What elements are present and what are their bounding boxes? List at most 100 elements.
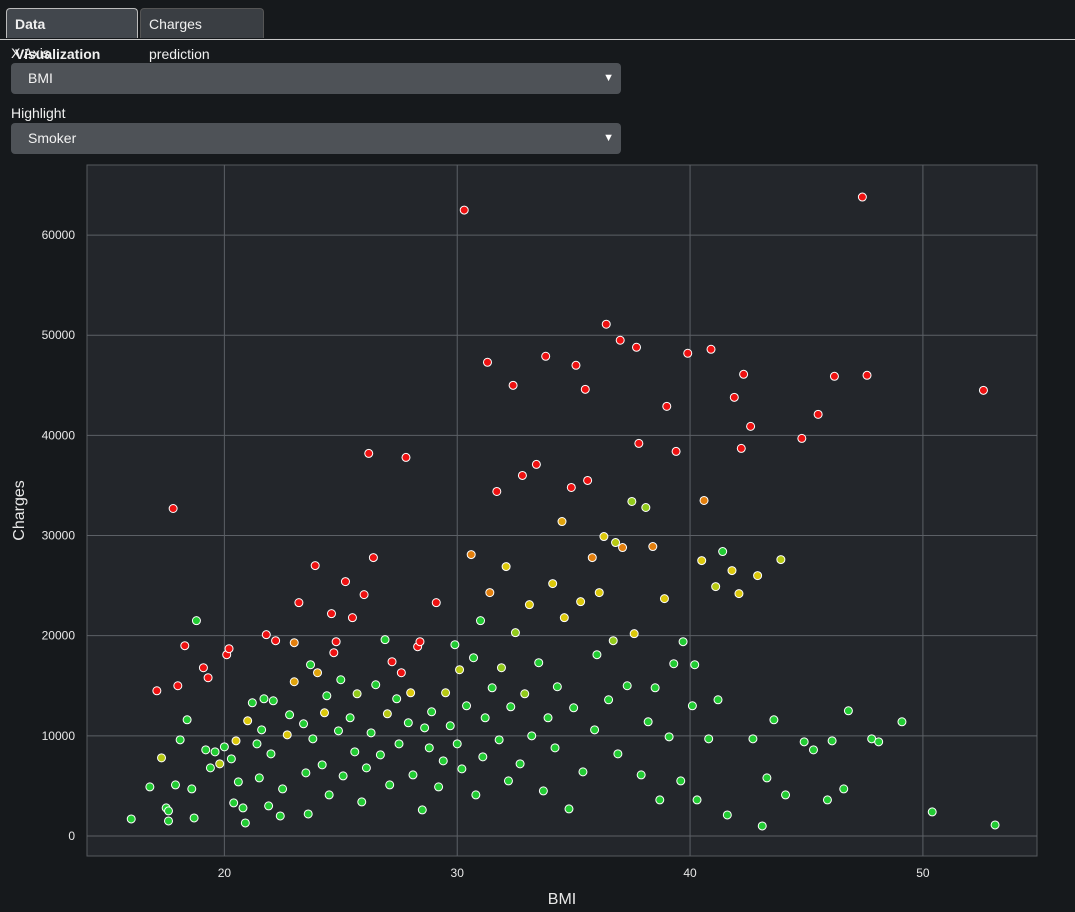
- data-point: [799, 737, 809, 747]
- data-point: [541, 351, 551, 361]
- data-point: [392, 694, 402, 704]
- data-point: [636, 770, 646, 780]
- data-point: [366, 728, 376, 738]
- data-point: [827, 736, 837, 746]
- y-tick-label: 20000: [42, 629, 76, 643]
- data-point: [990, 820, 1000, 830]
- data-point: [424, 743, 434, 753]
- tab-charges-prediction[interactable]: Charges prediction: [140, 8, 264, 62]
- data-point: [762, 773, 772, 783]
- x-tick-label: 40: [683, 866, 697, 880]
- data-point: [322, 691, 332, 701]
- data-point: [559, 613, 569, 623]
- data-point: [210, 747, 220, 757]
- data-point: [571, 360, 581, 370]
- data-point: [829, 371, 839, 381]
- data-point: [145, 782, 155, 792]
- data-point: [510, 628, 520, 638]
- data-point: [271, 636, 281, 646]
- data-point: [459, 205, 469, 215]
- data-point: [662, 401, 672, 411]
- data-point: [427, 707, 437, 717]
- data-point: [310, 561, 320, 571]
- data-point: [324, 790, 334, 800]
- data-point: [313, 668, 323, 678]
- data-point: [462, 701, 472, 711]
- y-tick-label: 50000: [42, 328, 76, 342]
- data-point: [219, 742, 229, 752]
- y-tick-label: 40000: [42, 428, 76, 442]
- chevron-down-icon: ▼: [603, 72, 614, 84]
- data-point: [711, 582, 721, 592]
- data-point: [303, 809, 313, 819]
- data-point: [240, 818, 250, 828]
- data-point: [285, 710, 295, 720]
- y-axis-title: Charges: [11, 480, 28, 540]
- data-point: [247, 698, 257, 708]
- data-point: [420, 723, 430, 733]
- data-point: [294, 598, 304, 608]
- data-point: [306, 660, 316, 670]
- data-point: [659, 594, 669, 604]
- data-point: [727, 566, 737, 576]
- data-point: [275, 811, 285, 821]
- data-point: [590, 725, 600, 735]
- data-point: [587, 553, 597, 563]
- data-point: [592, 650, 602, 660]
- data-point: [538, 786, 548, 796]
- data-point: [690, 660, 700, 670]
- data-point: [168, 503, 178, 513]
- data-point: [632, 342, 642, 352]
- data-point: [736, 443, 746, 453]
- data-point: [676, 776, 686, 786]
- data-point: [229, 798, 239, 808]
- data-point: [613, 749, 623, 759]
- x-tick-label: 30: [451, 866, 465, 880]
- data-point: [215, 759, 225, 769]
- data-point: [289, 677, 299, 687]
- data-point: [492, 486, 502, 496]
- data-point: [282, 730, 292, 740]
- data-point: [748, 734, 758, 744]
- data-point: [254, 773, 264, 783]
- data-point: [874, 737, 884, 747]
- data-point: [299, 719, 309, 729]
- data-point: [387, 657, 397, 667]
- data-point: [697, 556, 707, 566]
- data-point: [687, 701, 697, 711]
- data-point: [648, 542, 658, 552]
- tab-bar: Data Visualization Charges prediction: [0, 0, 1075, 62]
- data-point: [857, 192, 867, 202]
- data-point: [205, 763, 215, 773]
- data-point: [278, 784, 288, 794]
- data-point: [441, 688, 451, 698]
- data-point: [641, 502, 651, 512]
- data-point: [243, 716, 253, 726]
- data-point: [317, 760, 327, 770]
- data-point: [608, 636, 618, 646]
- y-tick-label: 60000: [42, 228, 76, 242]
- data-point: [445, 721, 455, 731]
- highlight-select[interactable]: Smoker ▼: [11, 123, 621, 154]
- x-tick-label: 20: [218, 866, 232, 880]
- data-point: [375, 750, 385, 760]
- data-point: [257, 725, 267, 735]
- scatter-chart[interactable]: 20 30 40 50 0 10000 20000 30000 40000 50000 60000 B…: [0, 155, 1075, 912]
- data-point: [469, 653, 479, 663]
- y-tick-label: 10000: [42, 729, 76, 743]
- data-point: [231, 736, 241, 746]
- data-point: [650, 683, 660, 693]
- data-point: [897, 717, 907, 727]
- data-point: [394, 739, 404, 749]
- tab-data-visualization[interactable]: Data Visualization: [6, 8, 138, 62]
- data-point: [808, 745, 818, 755]
- data-point: [713, 695, 723, 705]
- x-axis-select[interactable]: BMI ▼: [11, 63, 621, 94]
- data-point: [187, 784, 197, 794]
- data-point: [722, 810, 732, 820]
- data-point: [126, 814, 136, 824]
- x-axis-label: X Axis: [11, 45, 50, 61]
- chevron-down-icon: ▼: [603, 132, 614, 144]
- x-axis-title: BMI: [548, 891, 576, 908]
- data-point: [452, 739, 462, 749]
